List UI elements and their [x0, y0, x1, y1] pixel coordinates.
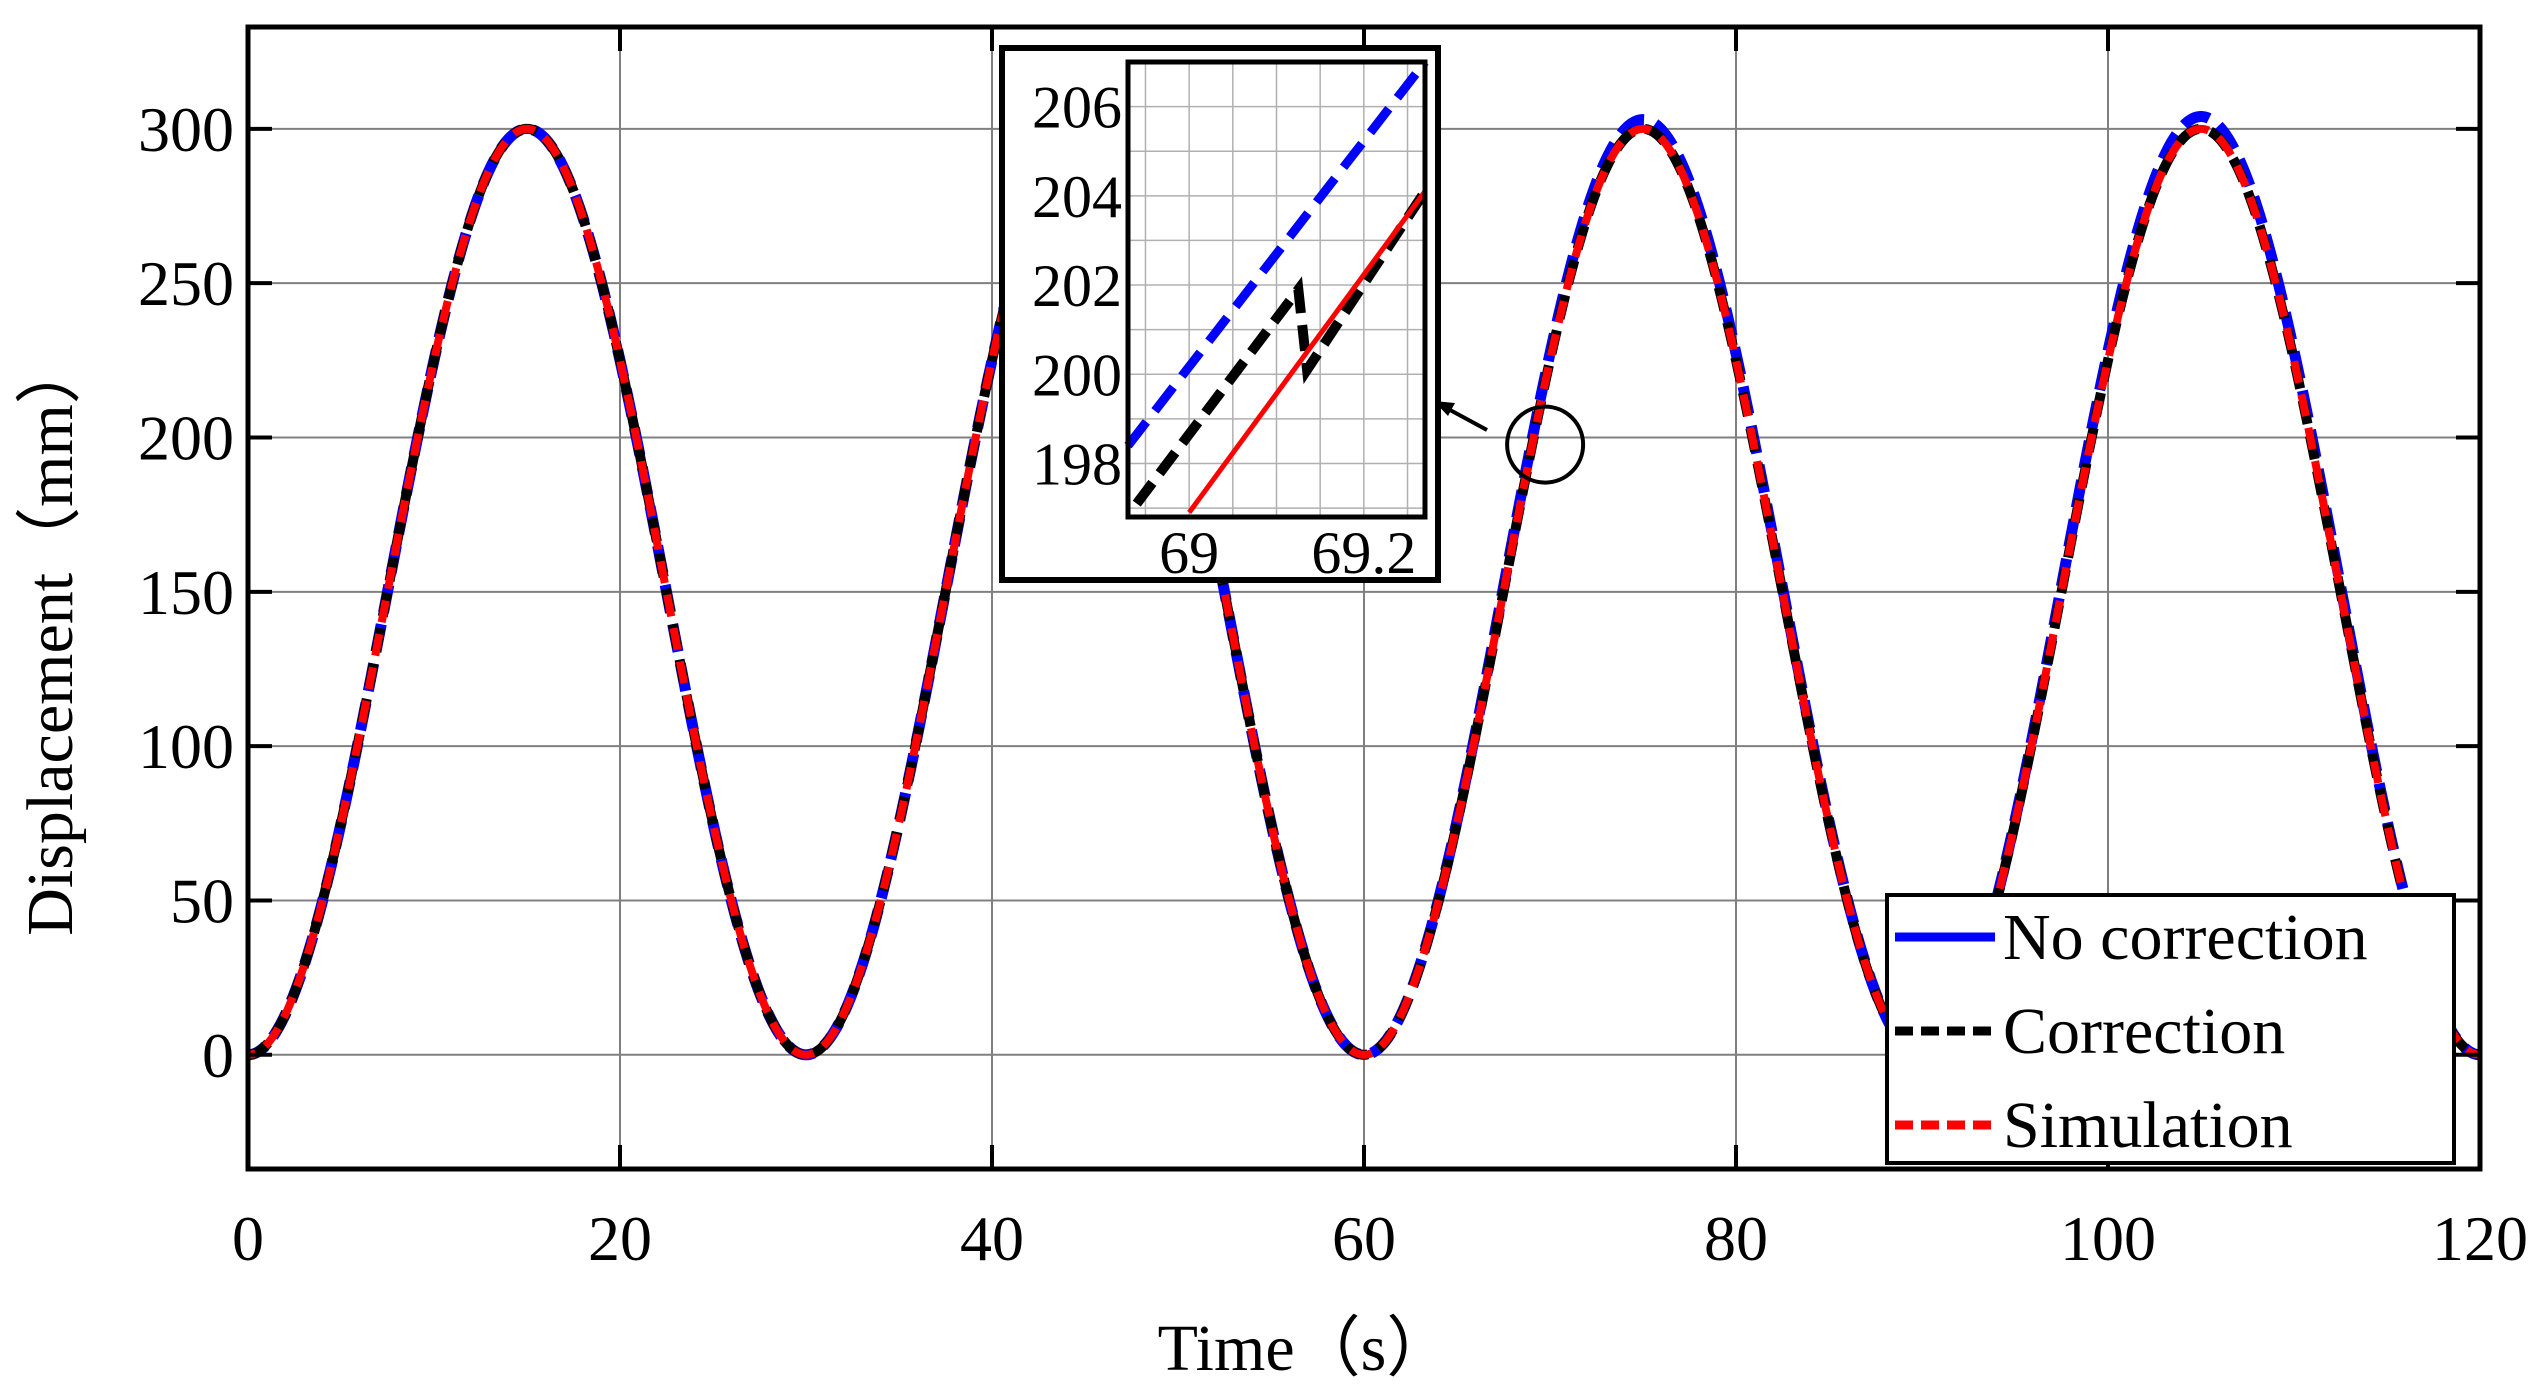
x-tick-label-0: 0 — [232, 1203, 264, 1274]
zoom-callout-circle — [1505, 404, 1586, 485]
inset-tick-labels: 69 69.2 198 200 202 204 206 — [1032, 75, 1416, 586]
inset-x-tick-label-69.2: 69.2 — [1311, 520, 1416, 586]
y-tick-label-150: 150 — [138, 557, 234, 628]
inset-y-tick-label-198: 198 — [1032, 431, 1122, 497]
x-axis-label: Time（s） — [1158, 1312, 1453, 1385]
series-lines — [243, 111, 2485, 1061]
inset-series-line-no-correction — [1124, 59, 1429, 449]
x-tick-label-20: 20 — [588, 1203, 652, 1274]
y-tick-label-250: 250 — [138, 248, 234, 319]
inset-y-tick-label-202: 202 — [1032, 253, 1122, 319]
legend-label-correction: Correction — [2003, 995, 2285, 1068]
y-axis-label: Displacement（mm） — [14, 338, 87, 936]
inset-zoom: 69 69.2 198 200 202 204 206 — [999, 45, 1441, 586]
y-tick-label-300: 300 — [138, 94, 234, 165]
inset-series-line-simulation — [1187, 189, 1428, 515]
x-tick-label-100: 100 — [2060, 1203, 2156, 1274]
legend-label-no-correction: No correction — [2003, 901, 2368, 974]
legend-label-simulation: Simulation — [2003, 1089, 2293, 1162]
y-tick-label-200: 200 — [138, 403, 234, 474]
x-tick-label-60: 60 — [1332, 1203, 1396, 1274]
y-tick-label-100: 100 — [138, 711, 234, 782]
inset-series-lines — [1124, 59, 1430, 515]
series-line-simulation — [245, 124, 2483, 1059]
y-tick-label-50: 50 — [170, 865, 234, 936]
inset-y-tick-label-200: 200 — [1032, 342, 1122, 408]
y-tick-label-0: 0 — [202, 1020, 234, 1091]
inset-y-tick-label-204: 204 — [1032, 164, 1122, 230]
inset-x-tick-label-69: 69 — [1159, 520, 1219, 586]
x-tick-label-80: 80 — [1704, 1203, 1768, 1274]
x-tick-label-120: 120 — [2432, 1203, 2528, 1274]
inset-plot-frame — [1125, 59, 1428, 520]
inset-outer-frame — [999, 45, 1441, 583]
inset-y-tick-label-206: 206 — [1032, 75, 1122, 141]
x-tick-label-40: 40 — [960, 1203, 1024, 1274]
legend: No correction Correction Simulation — [1885, 893, 2456, 1165]
inset-series-line-correction — [1132, 188, 1430, 507]
axis-tick-labels: 0 20 40 60 80 100 120 0 50 100 150 200 250 300 — [138, 94, 2528, 1274]
